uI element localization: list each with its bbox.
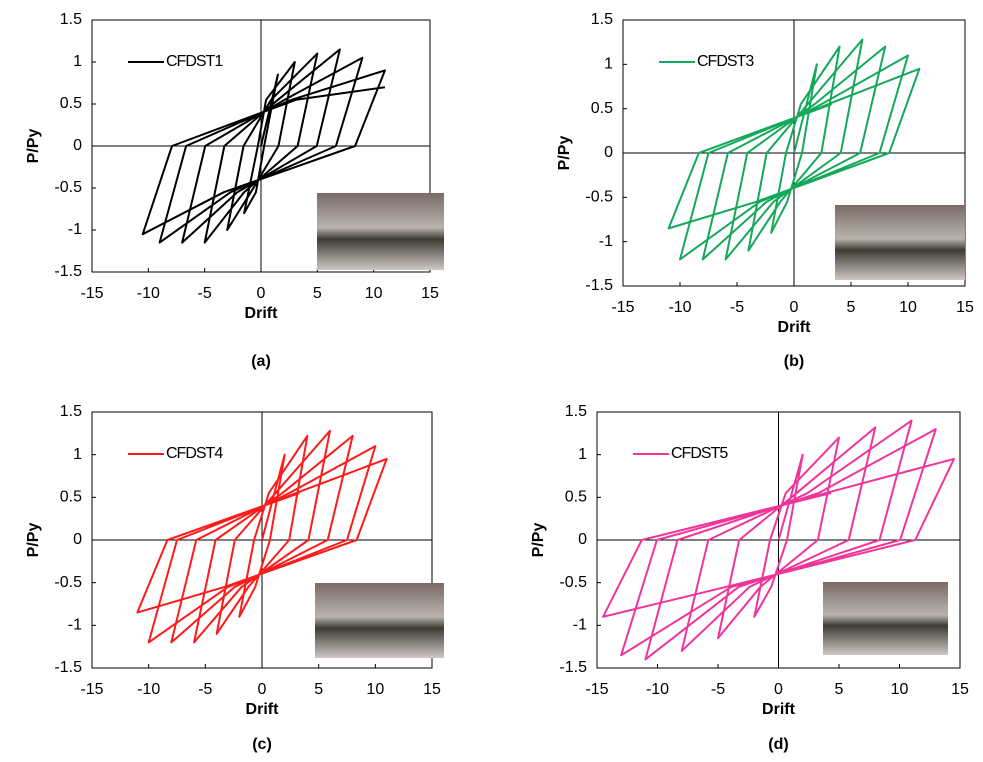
x-tick-label: -15 (80, 285, 103, 302)
y-tick-label: 1 (73, 446, 82, 463)
x-tick-label: -5 (198, 285, 212, 302)
legend-label: CFDST3 (697, 53, 754, 70)
chart-panel: -1.5 -1 -0.5 0 0.5 1 1.5 -15 -10 -5 0 5 10 15 CFDST1 Dr… (25, 11, 444, 370)
y-tick-label: 1.5 (60, 403, 82, 420)
y-tick-label: -0.5 (559, 574, 587, 591)
y-tick-label: -1 (68, 617, 82, 634)
hysteresis-curve (141, 48, 386, 244)
chart-panel: -1.5 -1 -0.5 0 0.5 1 1.5 -15 -10 -5 0 5 10 15 CFDST3 Dr… (556, 11, 974, 370)
y-tick-label: -1.5 (54, 659, 82, 676)
y-tick-label: -0.5 (54, 179, 82, 196)
x-tick-label: 5 (314, 681, 323, 698)
y-tick-label: -1.5 (585, 277, 613, 294)
x-tick-label: 10 (366, 681, 384, 698)
y-tick-label: 0.5 (591, 100, 613, 117)
x-tick-label: 15 (423, 681, 441, 698)
x-axis-label: Drift (762, 701, 796, 718)
x-tick-label: 10 (891, 681, 909, 698)
x-tick-label: 0 (257, 285, 266, 302)
x-tick-label: 0 (790, 299, 799, 316)
y-axis-label: P/Py (556, 136, 573, 171)
x-tick-label: -15 (611, 299, 634, 316)
x-tick-label: -10 (646, 681, 669, 698)
x-tick-label: -5 (198, 681, 212, 698)
x-tick-label: 15 (421, 285, 439, 302)
inset-photo (317, 193, 444, 270)
x-tick-label: 0 (258, 681, 267, 698)
legend-label: CFDST5 (671, 445, 728, 462)
x-tick-label: -10 (137, 681, 160, 698)
x-tick-label: 15 (951, 681, 969, 698)
x-tick-label: -5 (730, 299, 744, 316)
x-tick-label: 15 (956, 299, 974, 316)
y-axis-label: P/Py (25, 129, 42, 164)
x-tick-label: 0 (774, 681, 783, 698)
y-tick-label: 0 (73, 137, 82, 154)
caption: (c) (252, 736, 272, 753)
inset-photo (835, 205, 965, 280)
caption: (a) (251, 353, 271, 370)
x-tick-label: 10 (365, 285, 383, 302)
y-tick-label: 0.5 (565, 489, 587, 506)
x-tick-label: 5 (313, 285, 322, 302)
y-tick-label: 0 (604, 144, 613, 161)
x-tick-label: 5 (835, 681, 844, 698)
y-tick-label: -1.5 (559, 659, 587, 676)
x-axis-label: Drift (246, 701, 280, 718)
y-tick-label: -1 (573, 617, 587, 634)
legend-label: CFDST4 (166, 445, 223, 462)
hysteresis-curve (602, 419, 955, 661)
legend-label: CFDST1 (166, 53, 223, 70)
x-tick-label: 10 (899, 299, 917, 316)
y-tick-label: -1 (599, 233, 613, 250)
hysteresis-curve (667, 38, 921, 261)
y-tick-label: -1 (68, 221, 82, 238)
y-axis-label: P/Py (530, 523, 547, 558)
caption: (b) (784, 353, 804, 370)
y-tick-label: 0 (578, 531, 587, 548)
y-tick-label: 0.5 (60, 95, 82, 112)
y-tick-label: -0.5 (54, 574, 82, 591)
hysteresis-curve (136, 429, 388, 644)
x-tick-label: -15 (80, 681, 103, 698)
y-tick-label: 1.5 (591, 11, 613, 28)
y-tick-label: -0.5 (585, 189, 613, 206)
y-tick-label: 1 (73, 53, 82, 70)
y-tick-label: -1.5 (54, 263, 82, 280)
y-tick-label: 0.5 (60, 489, 82, 506)
x-tick-label: -10 (137, 285, 160, 302)
chart-panel: -1.5 -1 -0.5 0 0.5 1 1.5 -15 -10 -5 0 5 10 15 CFDST5 Dr… (530, 403, 969, 753)
inset-photo (315, 583, 444, 658)
x-tick-label: -15 (585, 681, 608, 698)
y-tick-label: 1.5 (60, 11, 82, 28)
x-axis-label: Drift (245, 305, 279, 322)
x-tick-label: -5 (711, 681, 725, 698)
y-axis-label: P/Py (25, 523, 42, 558)
x-tick-label: -10 (668, 299, 691, 316)
x-tick-label: 5 (847, 299, 856, 316)
y-tick-label: 1 (604, 56, 613, 73)
y-tick-label: 1 (578, 446, 587, 463)
inset-photo (823, 582, 948, 655)
y-tick-label: 1.5 (565, 403, 587, 420)
y-tick-label: 0 (73, 531, 82, 548)
caption: (d) (768, 736, 788, 753)
x-axis-label: Drift (778, 319, 812, 336)
chart-panel: -1.5 -1 -0.5 0 0.5 1 1.5 -15 -10 -5 0 5 10 15 CFDST4 Dr… (25, 403, 444, 753)
